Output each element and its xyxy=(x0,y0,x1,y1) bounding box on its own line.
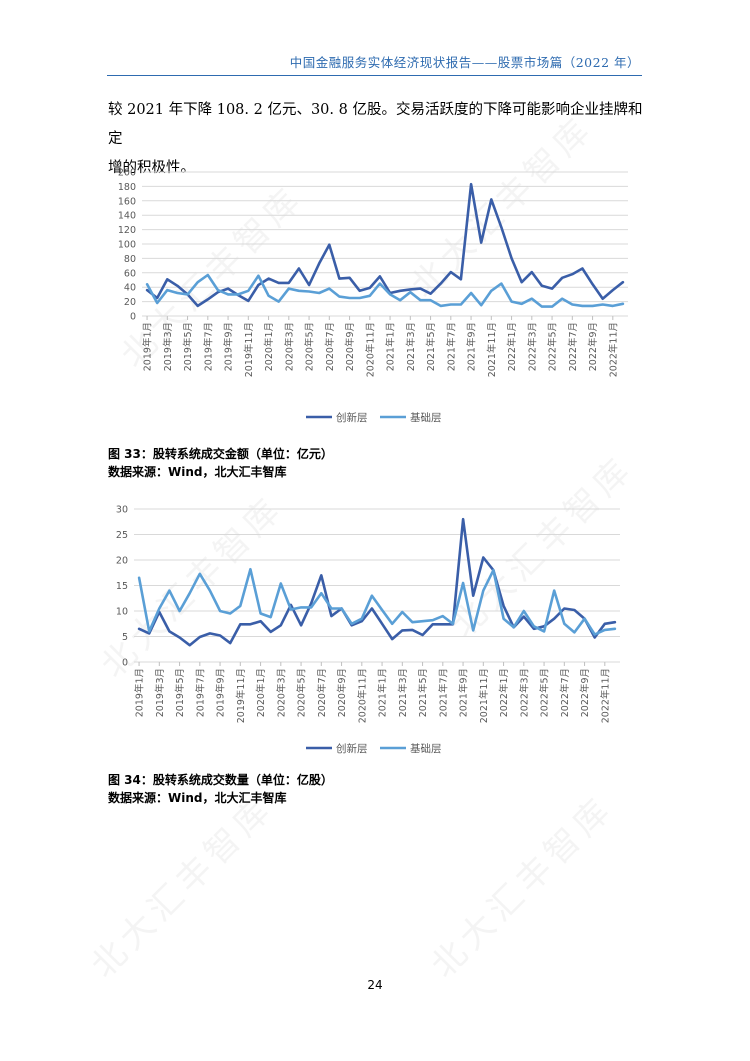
x-tick-label: 2021年3月 xyxy=(397,668,409,717)
chart2-title: 图 34：股转系统成交数量（单位：亿股） xyxy=(108,773,333,787)
x-tick-label: 2021年11月 xyxy=(486,322,498,377)
x-tick-label: 2020年3月 xyxy=(283,322,295,371)
series-line-2 xyxy=(137,567,617,636)
legend-label: 创新层 xyxy=(336,411,368,424)
x-tick-label: 2022年3月 xyxy=(518,668,530,717)
x-tick-label: 2019年7月 xyxy=(194,668,206,717)
x-tick-label: 2020年3月 xyxy=(275,668,287,717)
x-tick-label: 2019年5月 xyxy=(182,322,194,371)
watermark: 北大汇丰智库 xyxy=(423,787,622,986)
y-tick-label: 0 xyxy=(130,312,136,323)
x-tick-label: 2022年7月 xyxy=(567,322,579,371)
x-tick-label: 2022年11月 xyxy=(607,322,619,377)
x-tick-label: 2019年5月 xyxy=(174,668,186,717)
y-tick-label: 180 xyxy=(118,182,136,193)
x-tick-label: 2020年1月 xyxy=(263,322,275,371)
chart1-source: 数据来源：Wind，北大汇丰智库 xyxy=(108,465,287,479)
y-tick-label: 20 xyxy=(116,556,128,567)
series-line-2 xyxy=(145,273,625,308)
y-tick-label: 30 xyxy=(116,505,128,516)
y-tick-label: 20 xyxy=(124,297,136,308)
x-tick-label: 2022年9月 xyxy=(579,668,591,717)
x-tick-label: 2020年11月 xyxy=(364,322,376,377)
trading-amount-chart: 0 20 40 60 80 100 120 140 160 180 200 2019年1月 2019年3… xyxy=(118,168,628,424)
x-tick-label: 2021年3月 xyxy=(405,322,417,371)
x-tick-label: 2020年7月 xyxy=(316,668,328,717)
x-tick-label: 2020年1月 xyxy=(255,668,267,717)
y-tick-label: 5 xyxy=(122,632,128,643)
y-tick-label: 100 xyxy=(118,240,136,251)
chart1-caption: 图 33：股转系统成交金额（单位：亿元） 数据来源：Wind，北大汇丰智库 xyxy=(108,445,333,481)
x-tick-label: 2020年11月 xyxy=(356,668,368,723)
x-tick-label: 2022年3月 xyxy=(526,322,538,371)
y-tick-label: 10 xyxy=(116,607,128,618)
x-tick-label: 2019年3月 xyxy=(154,668,166,717)
x-tick-label: 2021年11月 xyxy=(478,668,490,723)
trading-volume-chart: 0 5 10 15 20 25 30 2019年1月 2019年3月 2019年5月 2019年7月… xyxy=(116,505,620,755)
y-tick-label: 60 xyxy=(124,268,136,279)
chart1-title: 图 33：股转系统成交金额（单位：亿元） xyxy=(108,447,333,461)
x-tick-label: 2021年9月 xyxy=(458,668,470,717)
x-tick-label: 2020年7月 xyxy=(324,322,336,371)
y-tick-label: 40 xyxy=(124,283,136,294)
x-tick-label: 2022年11月 xyxy=(599,668,611,723)
y-tick-label: 80 xyxy=(124,254,136,265)
page-number: 24 xyxy=(367,978,383,992)
x-tick-label: 2022年1月 xyxy=(498,668,510,717)
y-tick-label: 0 xyxy=(122,658,128,669)
legend-label: 基础层 xyxy=(410,411,442,424)
chart2-caption: 图 34：股转系统成交数量（单位：亿股） 数据来源：Wind，北大汇丰智库 xyxy=(108,771,333,807)
x-tick-label: 2020年5月 xyxy=(304,322,316,371)
header-rule xyxy=(107,75,642,76)
y-tick-label: 140 xyxy=(118,211,136,222)
watermark: 北大汇丰智库 xyxy=(83,787,282,986)
x-tick-label: 2022年1月 xyxy=(506,322,518,371)
series-line-1 xyxy=(137,517,617,647)
body-line-1: 较 2021 年下降 108. 2 亿元、30. 8 亿股。交易活跃度的下降可能… xyxy=(108,102,643,147)
x-tick-label: 2022年7月 xyxy=(559,668,571,717)
x-tick-label: 2019年7月 xyxy=(202,322,214,371)
legend-label: 创新层 xyxy=(336,742,368,755)
x-tick-label: 2019年11月 xyxy=(243,322,255,377)
x-tick-label: 2020年5月 xyxy=(296,668,308,717)
x-tick-label: 2019年11月 xyxy=(235,668,247,723)
x-tick-label: 2019年1月 xyxy=(142,322,154,371)
body-paragraph: 较 2021 年下降 108. 2 亿元、30. 8 亿股。交易活跃度的下降可能… xyxy=(108,96,648,183)
y-tick-label: 15 xyxy=(116,581,128,592)
x-tick-label: 2020年9月 xyxy=(344,322,356,371)
x-tick-label: 2020年9月 xyxy=(336,668,348,717)
x-tick-label: 2022年5月 xyxy=(547,322,559,371)
y-tick-label: 160 xyxy=(118,196,136,207)
x-tick-label: 2019年9月 xyxy=(215,668,227,717)
x-tick-label: 2021年1月 xyxy=(377,668,389,717)
x-tick-label: 2019年1月 xyxy=(134,668,146,717)
legend-label: 基础层 xyxy=(410,742,442,755)
x-tick-label: 2021年7月 xyxy=(437,668,449,717)
chart2-source: 数据来源：Wind，北大汇丰智库 xyxy=(108,791,287,805)
x-tick-label: 2022年5月 xyxy=(539,668,551,717)
x-tick-label: 2021年1月 xyxy=(385,322,397,371)
x-tick-label: 2021年7月 xyxy=(445,322,457,371)
x-tick-label: 2021年5月 xyxy=(417,668,429,717)
x-tick-label: 2019年9月 xyxy=(223,322,235,371)
y-tick-label: 120 xyxy=(118,225,136,236)
y-tick-label: 25 xyxy=(116,530,128,541)
series-line-1 xyxy=(145,182,625,308)
y-tick-label: 200 xyxy=(118,168,136,179)
x-tick-label: 2022年9月 xyxy=(587,322,599,371)
header-title: 中国金融服务实体经济现状报告——股票市场篇（2022 年） xyxy=(289,55,640,70)
x-tick-label: 2021年5月 xyxy=(425,322,437,371)
x-tick-label: 2021年9月 xyxy=(466,322,478,371)
x-tick-label: 2019年3月 xyxy=(162,322,174,371)
